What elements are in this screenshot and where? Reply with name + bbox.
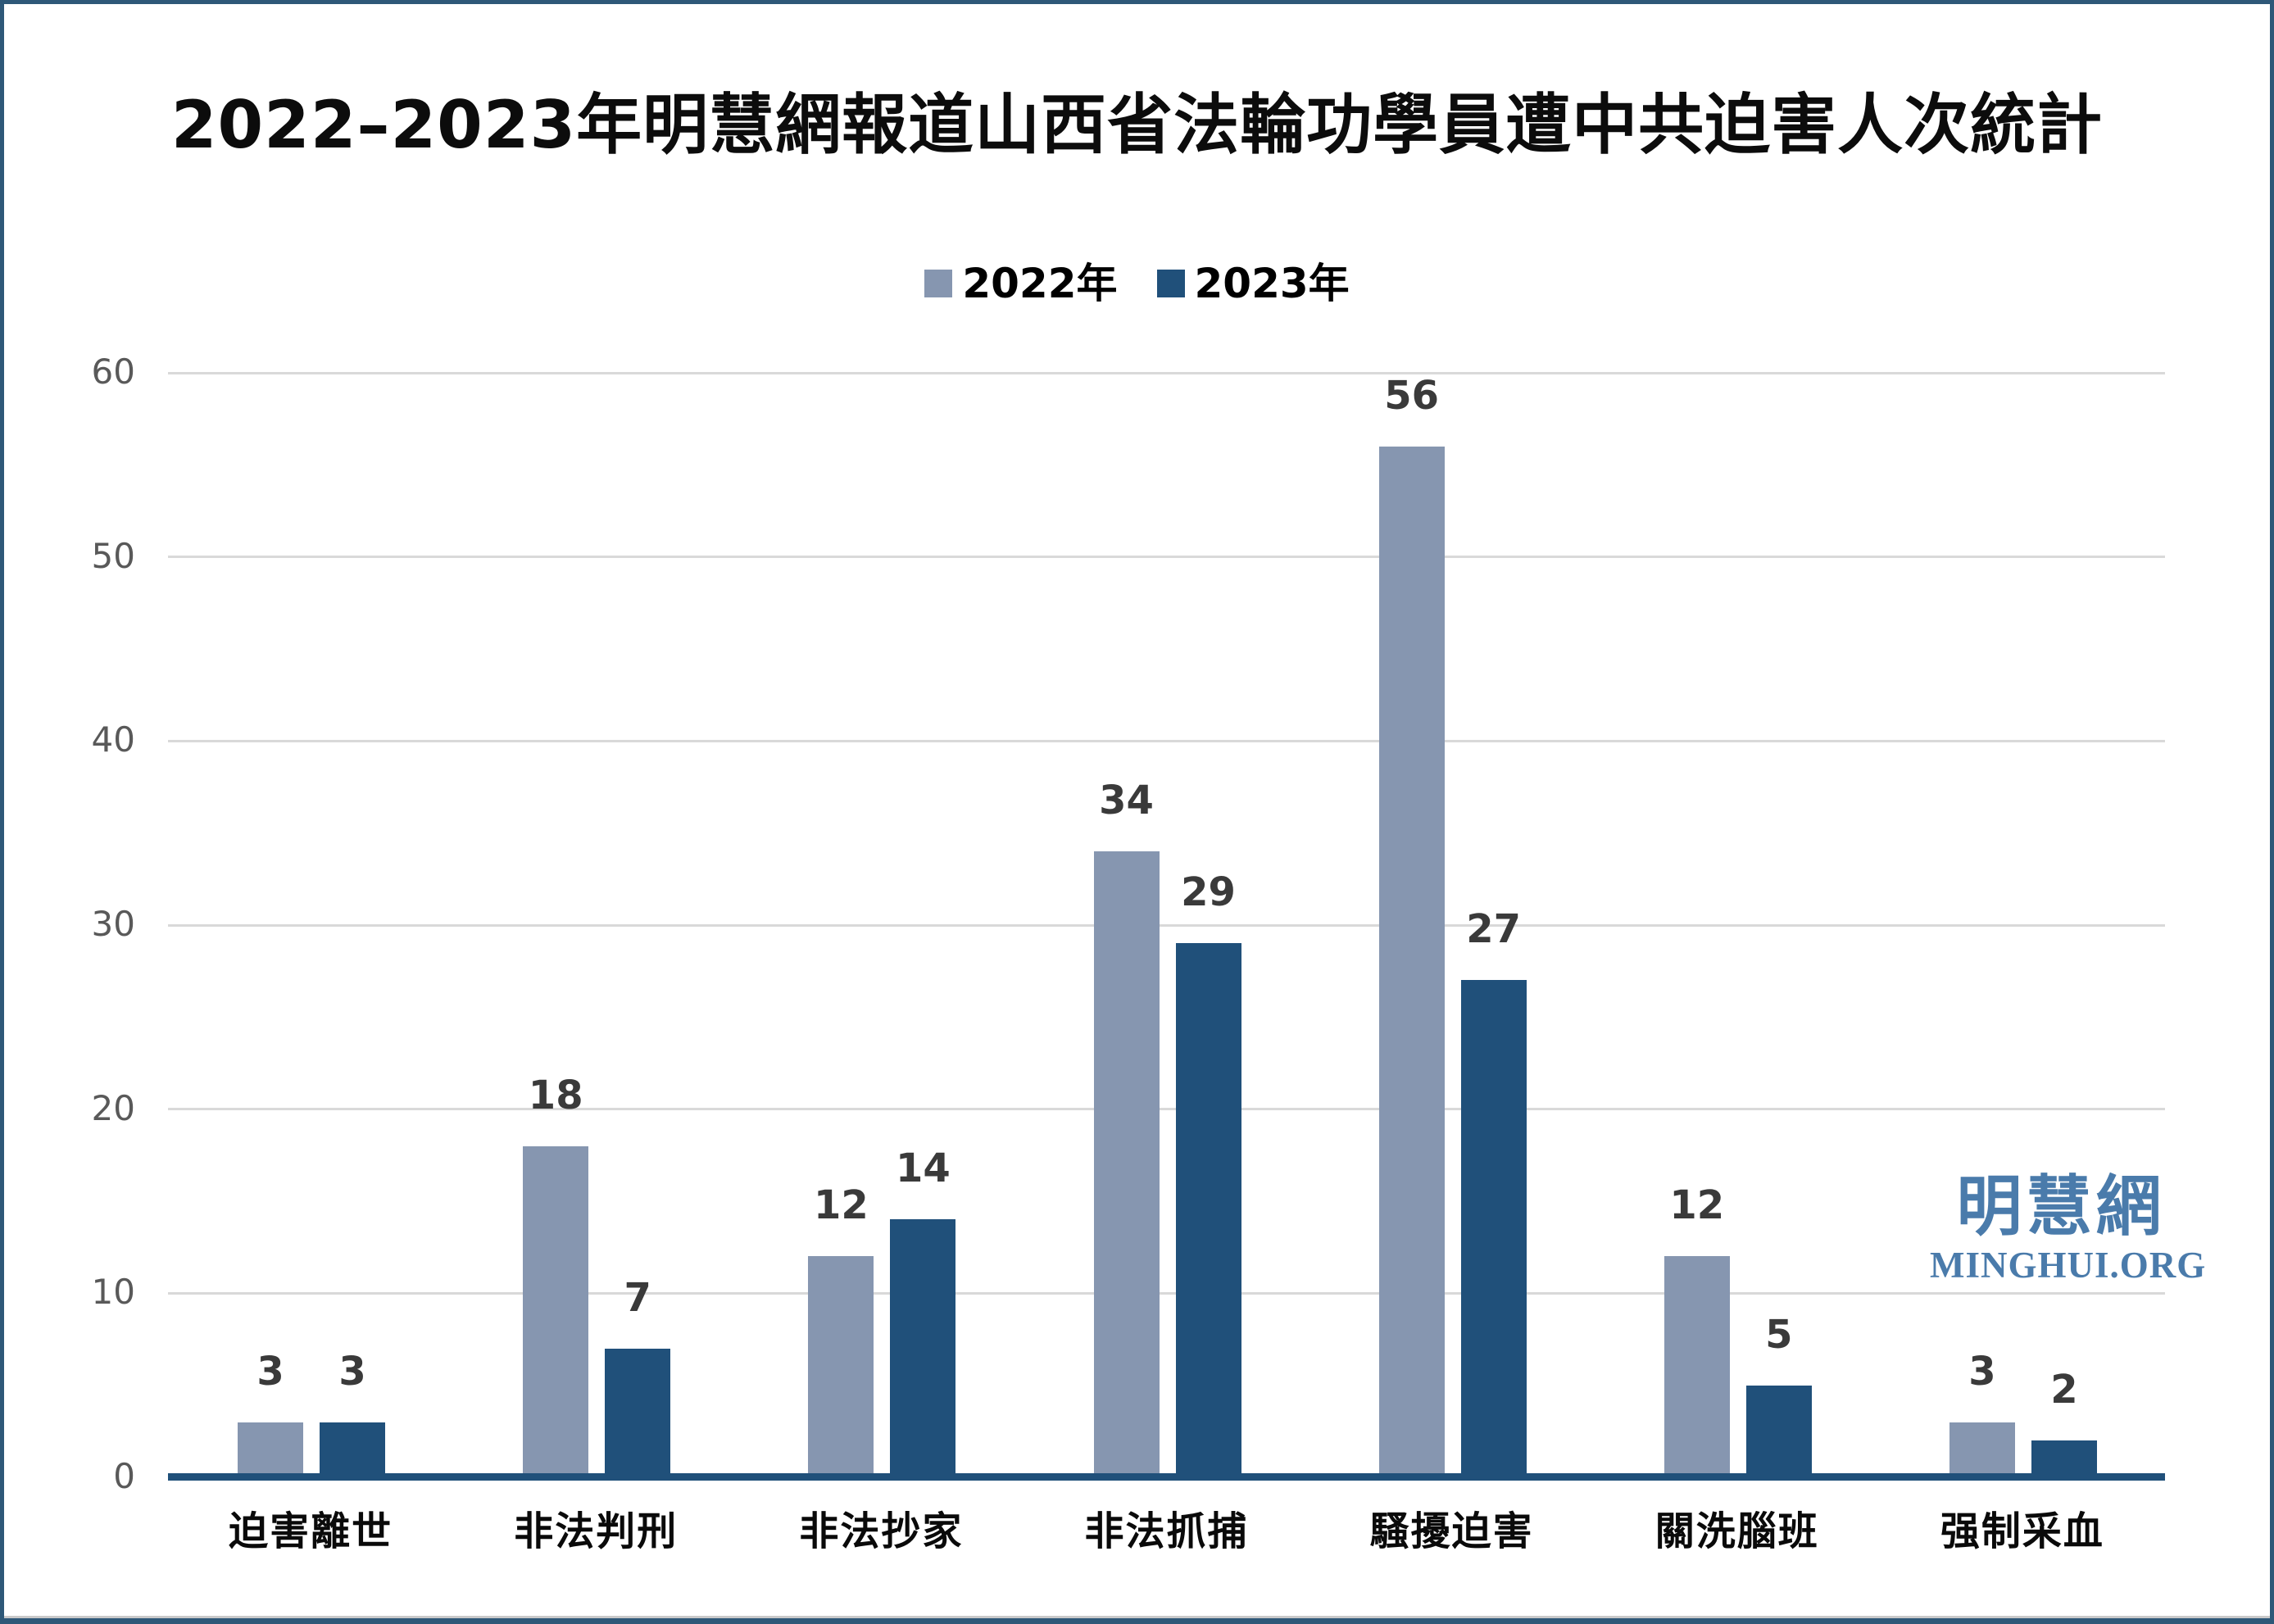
gridline-60 [168, 371, 2165, 374]
bar-2022年-非法判刑 [523, 1145, 589, 1477]
value-label-2022年-非法抄家: 12 [813, 1182, 869, 1229]
gridline-50 [168, 556, 2165, 559]
value-label-2022年-關洗腦班: 12 [1669, 1182, 1725, 1229]
legend-label-2022: 2022年 [962, 260, 1118, 307]
bar-2023年-非法抄家 [890, 1219, 956, 1477]
y-tick-40: 40 [91, 719, 135, 760]
legend-swatch-2022-icon [924, 270, 953, 297]
legend: 2022年 2023年 [4, 263, 2270, 304]
value-label-2023年-非法抄家: 14 [895, 1145, 951, 1192]
watermark-cjk: 明慧網 [1956, 1168, 2166, 1245]
plot-area: 3 18 12 34 56 12 3 3 7 14 29 27 5 2 [168, 371, 2165, 1481]
x-category-非法抓捕: 非法抓捕 [1084, 1508, 1249, 1554]
value-label-2023年-强制采血: 2 [2050, 1367, 2078, 1413]
value-label-2022年-强制采血: 3 [1968, 1348, 1996, 1395]
bar-2023年-非法抓捕 [1175, 943, 1241, 1477]
value-label-2022年-非法抓捕: 34 [1099, 778, 1154, 824]
bar-2022年-非法抓捕 [1093, 851, 1160, 1477]
chart-title: 2022–2023年明慧網報道山西省法輪功學員遭中共迫害人次統計 [170, 87, 2104, 163]
legend-swatch-2023-icon [1156, 270, 1185, 297]
x-category-非法抄家: 非法抄家 [799, 1508, 964, 1554]
y-tick-20: 20 [91, 1087, 135, 1128]
bar-2023年-强制采血 [2031, 1440, 2097, 1477]
bar-2022年-騷擾迫害 [1378, 446, 1445, 1477]
value-label-2022年-迫害離世: 3 [256, 1348, 284, 1395]
value-label-2023年-關洗腦班: 5 [1765, 1311, 1793, 1358]
x-category-强制采血: 强制采血 [1940, 1508, 2104, 1554]
gridline-20 [168, 1108, 2165, 1111]
y-tick-10: 10 [91, 1272, 135, 1313]
y-tick-60: 60 [91, 352, 135, 392]
bar-2022年-關洗腦班 [1664, 1256, 1730, 1477]
y-tick-50: 50 [91, 535, 135, 576]
gridline-40 [168, 739, 2165, 742]
bottom-shadow-line [4, 1616, 2270, 1618]
x-category-非法判刑: 非法判刑 [514, 1508, 679, 1554]
bar-2023年-騷擾迫害 [1460, 980, 1527, 1477]
legend-label-2023: 2023年 [1194, 260, 1350, 307]
value-label-2022年-非法判刑: 18 [528, 1072, 583, 1118]
value-label-2023年-非法判刑: 7 [624, 1274, 651, 1321]
bar-2023年-非法判刑 [605, 1348, 671, 1477]
y-tick-30: 30 [91, 904, 135, 944]
bar-2022年-迫害離世 [238, 1422, 304, 1477]
bar-2023年-迫害離世 [320, 1422, 386, 1477]
legend-item-2022: 2022年 [924, 260, 1118, 307]
value-label-2023年-迫害離世: 3 [338, 1348, 366, 1395]
value-label-2023年-非法抓捕: 29 [1181, 869, 1236, 916]
x-axis-line [168, 1473, 2165, 1481]
y-tick-0: 0 [113, 1456, 135, 1496]
legend-item-2023: 2023年 [1156, 260, 1350, 307]
x-category-關洗腦班: 關洗腦班 [1654, 1508, 1819, 1554]
gridline-30 [168, 923, 2165, 927]
x-category-迫害離世: 迫害離世 [229, 1508, 393, 1554]
watermark-latin: MINGHUI.ORG [1930, 1245, 2207, 1286]
value-label-2022年-騷擾迫害: 56 [1384, 372, 1440, 419]
watermark: 明慧網 MINGHUI.ORG [1930, 1168, 2207, 1287]
bar-2022年-强制采血 [1949, 1422, 2015, 1477]
x-category-騷擾迫害: 騷擾迫害 [1369, 1508, 1534, 1554]
bar-2023年-關洗腦班 [1745, 1385, 1812, 1477]
value-label-2023年-騷擾迫害: 27 [1466, 906, 1522, 953]
bar-2022年-非法抄家 [808, 1256, 874, 1477]
gridline-10 [168, 1291, 2165, 1295]
